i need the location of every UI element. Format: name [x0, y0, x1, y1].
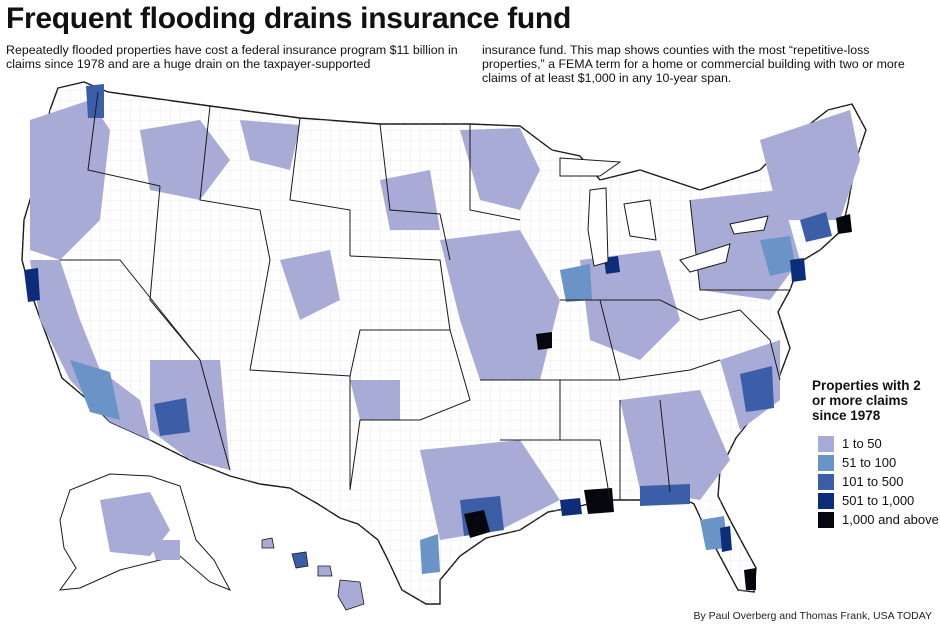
legend-label: 1 to 50 [842, 436, 882, 451]
legend-item: 501 to 1,000 [812, 493, 940, 511]
hawaii [261, 537, 365, 611]
great-lakes [559, 157, 769, 273]
legend-swatch [818, 436, 834, 452]
legend: Properties with 2 or more claims since 1… [812, 378, 940, 547]
legend-swatch [818, 512, 834, 528]
legend-label: 101 to 500 [842, 474, 904, 489]
legend-swatch [818, 455, 834, 471]
alaska [58, 473, 232, 591]
legend-item: 1,000 and above [812, 512, 940, 546]
legend-item: 101 to 500 [812, 474, 940, 492]
legend-item: 1 to 50 [812, 436, 940, 454]
legend-swatch [818, 474, 834, 490]
credit-line: By Paul Overberg and Thomas Frank, USA T… [693, 610, 933, 622]
map-title: Frequent flooding drains insurance fund [6, 2, 571, 35]
legend-label: 51 to 100 [842, 455, 897, 470]
legend-swatch [818, 493, 834, 509]
intro-text-left: Repeatedly flooded properties have cost … [6, 43, 458, 71]
state-borders [60, 91, 790, 501]
legend-label: 1,000 and above [842, 512, 939, 527]
legend-item: 51 to 100 [812, 455, 940, 473]
tier-5-regions [464, 214, 852, 590]
tier-1-regions [30, 100, 860, 540]
intro-text-right: insurance fund. This map shows counties … [482, 43, 905, 85]
legend-title: Properties with 2 or more claims since 1… [812, 378, 921, 423]
tier-2-regions [70, 236, 796, 574]
legend-label: 501 to 1,000 [842, 493, 915, 508]
